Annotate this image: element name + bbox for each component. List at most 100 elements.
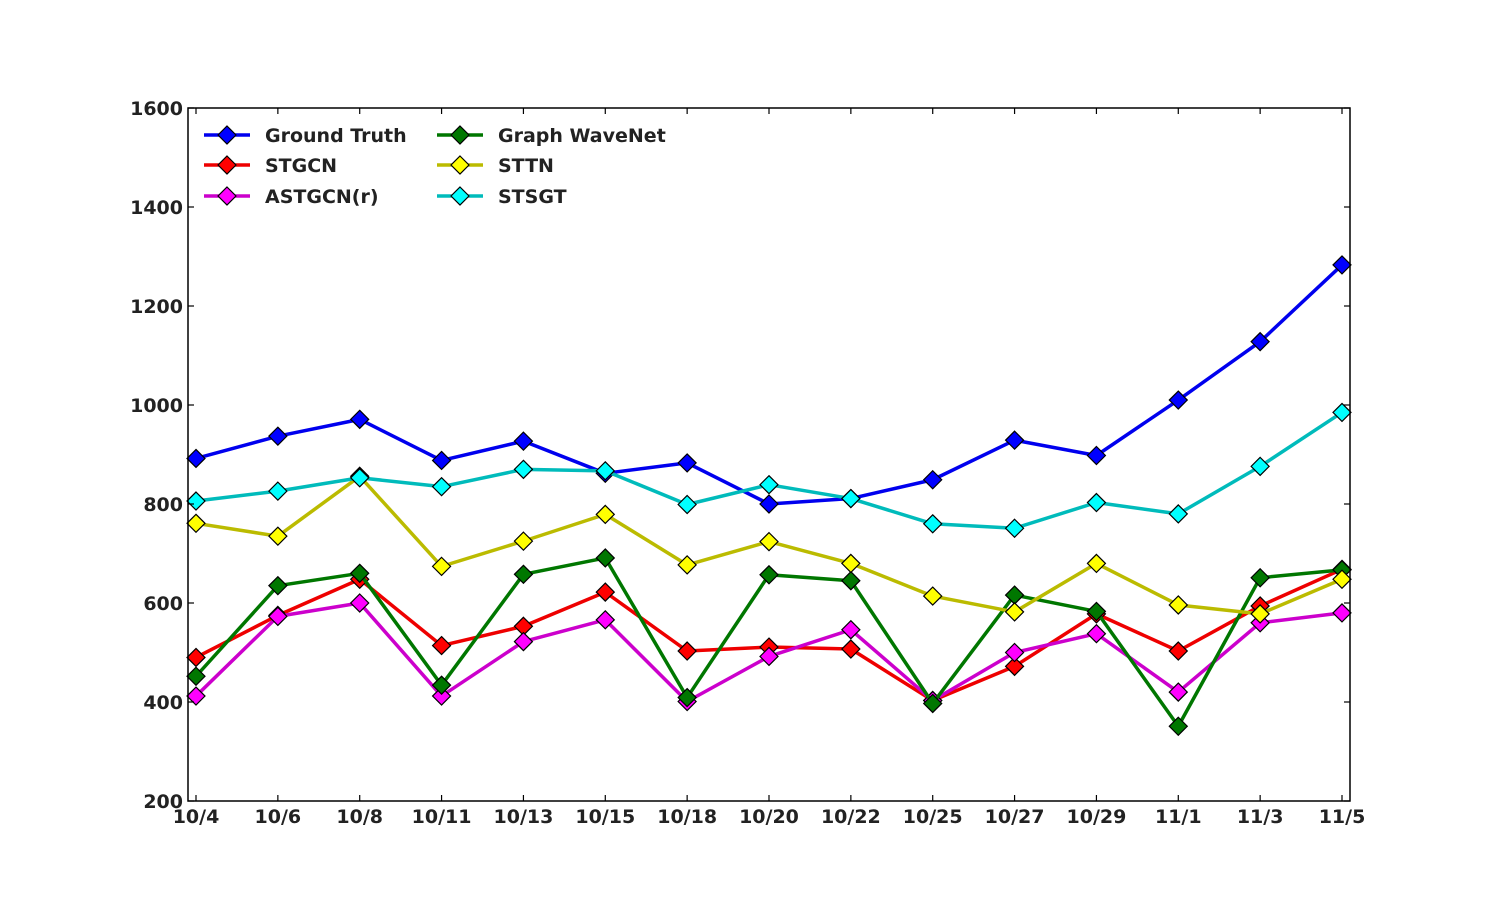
legend-item-graph-wavenet: Graph WaveNet xyxy=(437,125,666,147)
x-tick-label: 10/29 xyxy=(1067,806,1127,828)
data-point-astgcn-r-8 xyxy=(841,619,861,640)
data-point-astgcn-r-7 xyxy=(759,646,779,667)
data-point-ground-truth-9 xyxy=(922,469,943,490)
data-point-stsgt-8 xyxy=(841,488,861,509)
legend-item-ground-truth: Ground Truth xyxy=(204,125,407,147)
x-tick-label: 11/5 xyxy=(1319,806,1366,828)
data-point-sttn-8 xyxy=(841,553,861,574)
data-point-ground-truth-1 xyxy=(268,426,288,447)
data-point-ground-truth-6 xyxy=(677,453,697,473)
legend-item-sttn: STTN xyxy=(437,155,554,177)
data-point-stsgt-14 xyxy=(1332,402,1352,423)
data-point-astgcn-r-11 xyxy=(1086,623,1107,644)
y-tick-label: 1000 xyxy=(130,395,183,417)
data-point-stsgt-5 xyxy=(595,460,616,481)
data-point-stsgt-3 xyxy=(431,476,452,497)
data-point-astgcn-r-12 xyxy=(1168,682,1189,702)
data-point-ground-truth-4 xyxy=(513,431,534,451)
x-tick-label: 10/6 xyxy=(255,806,302,828)
x-tick-label: 10/8 xyxy=(336,806,383,828)
data-point-stgcn-12 xyxy=(1168,641,1189,661)
x-tick-label: 10/22 xyxy=(821,806,881,828)
data-point-sttn-11 xyxy=(1086,553,1107,574)
data-point-stgcn-3 xyxy=(431,635,452,656)
data-point-stgcn-6 xyxy=(677,641,697,661)
series-line-ground-truth xyxy=(195,263,1344,506)
data-point-sttn-10 xyxy=(1004,602,1025,622)
data-point-graph-wavenet-2 xyxy=(349,563,370,584)
data-point-ground-truth-13 xyxy=(1250,331,1270,352)
data-point-graph-wavenet-5 xyxy=(595,548,616,568)
x-tick-label: 10/18 xyxy=(657,806,717,828)
y-tick-label: 400 xyxy=(143,692,183,714)
data-point-graph-wavenet-1 xyxy=(268,575,288,596)
data-point-astgcn-r-5 xyxy=(595,609,616,630)
data-point-graph-wavenet-4 xyxy=(513,564,534,585)
data-point-ground-truth-7 xyxy=(759,494,779,514)
data-point-ground-truth-0 xyxy=(186,448,206,469)
legend-swatch-marker xyxy=(450,125,470,145)
data-point-ground-truth-10 xyxy=(1004,430,1025,450)
y-tick-label: 1600 xyxy=(130,98,183,120)
data-point-stsgt-9 xyxy=(922,513,943,534)
x-tick-label: 10/20 xyxy=(739,806,799,828)
legend-label: Graph WaveNet xyxy=(498,125,666,147)
legend: Ground Truth STGCN ASTGCN(r) Graph WaveNet S… xyxy=(204,125,666,208)
x-tick-label: 10/11 xyxy=(412,806,472,828)
legend-swatch-marker xyxy=(217,186,237,206)
data-point-stsgt-7 xyxy=(759,474,779,495)
data-point-ground-truth-2 xyxy=(349,409,370,430)
data-point-ground-truth-14 xyxy=(1332,255,1352,275)
data-point-sttn-6 xyxy=(677,555,697,575)
y-tick-label: 600 xyxy=(143,593,183,615)
data-point-stsgt-13 xyxy=(1250,456,1270,477)
data-point-astgcn-r-0 xyxy=(186,686,206,706)
data-point-graph-wavenet-12 xyxy=(1168,716,1189,737)
legend-label: ASTGCN(r) xyxy=(265,186,379,208)
data-point-sttn-4 xyxy=(513,531,534,551)
data-point-graph-wavenet-3 xyxy=(431,675,452,696)
data-point-stsgt-11 xyxy=(1086,492,1107,513)
data-point-graph-wavenet-13 xyxy=(1250,567,1270,588)
data-point-stsgt-1 xyxy=(268,481,288,501)
y-tick-label: 1400 xyxy=(130,197,183,219)
data-point-stgcn-0 xyxy=(186,647,206,668)
data-point-graph-wavenet-6 xyxy=(677,687,697,708)
data-point-stsgt-4 xyxy=(513,459,534,480)
data-point-sttn-14 xyxy=(1332,569,1352,590)
series-sttn xyxy=(186,466,1352,624)
series-astgcn-r xyxy=(186,593,1352,712)
legend-swatch-marker xyxy=(450,155,470,175)
data-point-sttn-0 xyxy=(186,513,206,534)
data-point-graph-wavenet-9 xyxy=(922,693,943,714)
x-tick-label: 10/15 xyxy=(575,806,635,828)
axis-layer: 200 400 600 800 1000 1200 1400 1600 10/4 10/6 10/8… xyxy=(130,98,1365,828)
data-point-stgcn-8 xyxy=(841,639,861,659)
data-point-astgcn-r-2 xyxy=(349,593,370,613)
y-tick-label: 200 xyxy=(143,791,183,813)
data-point-ground-truth-3 xyxy=(431,450,452,471)
data-point-ground-truth-11 xyxy=(1086,445,1107,466)
legend-label: STGCN xyxy=(265,155,337,177)
series-line-stgcn xyxy=(195,567,1343,703)
data-point-stsgt-10 xyxy=(1004,518,1025,539)
data-point-sttn-7 xyxy=(759,531,779,552)
data-point-stsgt-12 xyxy=(1168,504,1189,524)
data-point-sttn-13 xyxy=(1250,604,1270,624)
x-tick-label: 10/13 xyxy=(494,806,554,828)
y-tick-label: 800 xyxy=(143,494,183,516)
data-point-stgcn-5 xyxy=(595,582,616,602)
data-point-astgcn-r-14 xyxy=(1332,603,1352,623)
data-point-sttn-3 xyxy=(431,556,452,577)
x-tick-label: 10/25 xyxy=(903,806,963,828)
data-point-sttn-9 xyxy=(922,586,943,606)
data-point-graph-wavenet-8 xyxy=(841,570,861,591)
data-point-graph-wavenet-0 xyxy=(186,666,206,687)
data-point-graph-wavenet-11 xyxy=(1086,601,1107,622)
legend-swatch-marker xyxy=(450,186,470,206)
data-point-astgcn-r-10 xyxy=(1004,642,1025,663)
data-point-stsgt-2 xyxy=(349,467,370,488)
data-point-stsgt-6 xyxy=(677,494,697,515)
legend-item-stsgt: STSGT xyxy=(437,186,567,208)
